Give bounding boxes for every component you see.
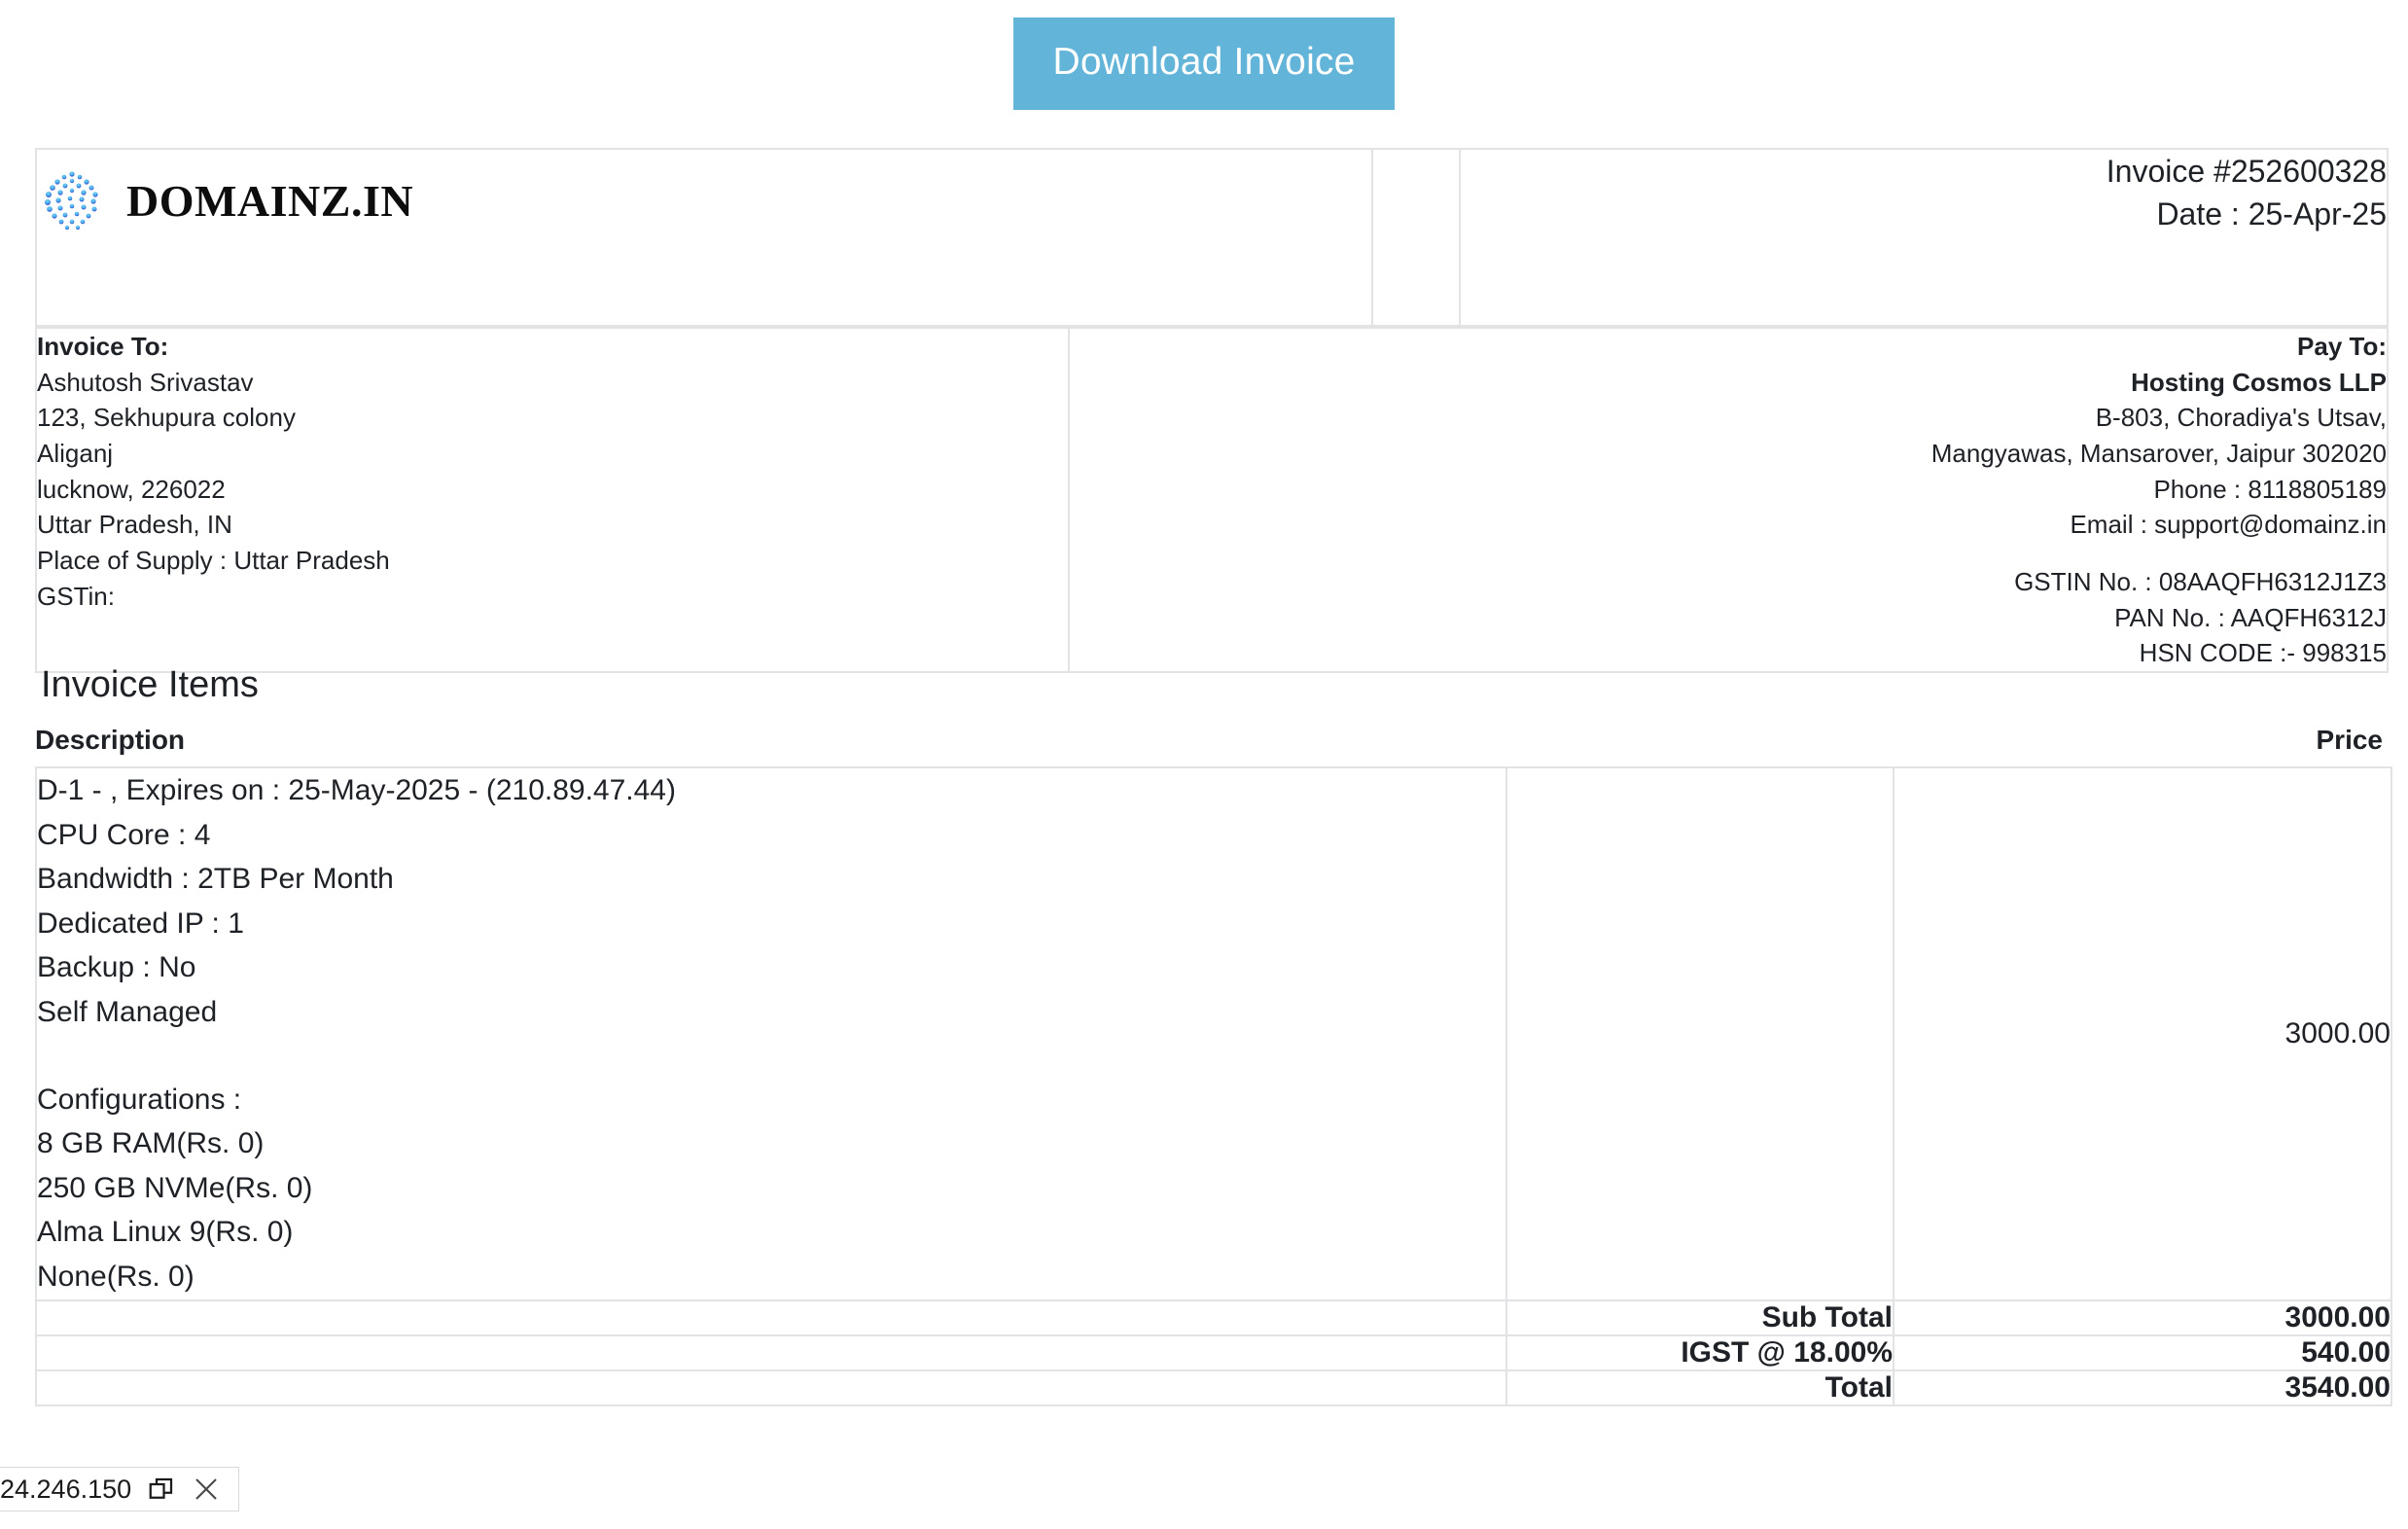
pay-to-cell: Pay To: Hosting Cosmos LLP B-803, Chorad… <box>1068 327 2389 673</box>
pay-to-pan: PAN No. : AAQFH6312J <box>2114 602 2387 632</box>
pay-to-hsn: HSN CODE :- 998315 <box>2139 638 2387 668</box>
browser-status-bar: 24.246.150 <box>0 1467 240 1511</box>
subtotal-blank-cell <box>35 1298 1506 1336</box>
invoice-to-line: Aliganj <box>37 438 114 468</box>
dotted-globe-icon <box>45 171 98 231</box>
configuration-line: None(Rs. 0) <box>37 1260 195 1293</box>
brand-logo: DOMAINZ.IN <box>37 150 1371 235</box>
brand-name: DOMAINZ.IN <box>126 175 414 226</box>
place-of-supply: Place of Supply : Uttar Pradesh <box>37 545 390 575</box>
table-row: D-1 - , Expires on : 25-May-2025 - (210.… <box>35 766 2392 1301</box>
item-description-cell: D-1 - , Expires on : 25-May-2025 - (210.… <box>35 766 1507 1301</box>
invoice-to-line: lucknow, 226022 <box>37 474 226 504</box>
configuration-line: Alma Linux 9(Rs. 0) <box>37 1216 294 1249</box>
total-label: Total <box>1505 1369 1895 1406</box>
item-line: CPU Core : 4 <box>37 818 211 851</box>
description-spacer <box>37 1035 1505 1078</box>
item-middle-cell <box>1505 766 1895 1301</box>
header-spacer-cell <box>1371 148 1461 327</box>
tax-blank-cell <box>35 1333 1506 1371</box>
invoice-to-line: 123, Sekhupura colony <box>37 403 296 433</box>
invoice-date: Date : 25-Apr-25 <box>2156 196 2387 232</box>
configuration-line: 8 GB RAM(Rs. 0) <box>37 1127 265 1160</box>
pay-to-company: Hosting Cosmos LLP <box>2131 367 2387 397</box>
column-header-price: Price <box>2316 725 2384 755</box>
address-row: Invoice To: Ashutosh Srivastav 123, Sekh… <box>35 327 2389 673</box>
pay-to-email: Email : support@domainz.in <box>2070 510 2387 540</box>
column-header-description: Description <box>35 725 186 755</box>
invoice-to-cell: Invoice To: Ashutosh Srivastav 123, Sekh… <box>35 327 1070 673</box>
invoice-to-line: Ashutosh Srivastav <box>37 367 254 397</box>
table-row: Sub Total 3000.00 <box>35 1298 2392 1336</box>
pay-to-phone: Phone : 8118805189 <box>2153 474 2387 504</box>
download-invoice-button[interactable]: Download Invoice <box>1013 17 1395 110</box>
brand-cell: DOMAINZ.IN <box>35 148 1373 327</box>
item-price-cell: 3000.00 <box>1893 766 2392 1301</box>
toolbar: Download Invoice <box>0 0 2408 148</box>
close-icon[interactable] <box>192 1475 221 1504</box>
tax-value: 540.00 <box>1893 1333 2392 1371</box>
invoice-header-row: DOMAINZ.IN Invoice #252600328 Date : 25-… <box>35 148 2389 327</box>
item-line: Backup : No <box>37 951 196 984</box>
total-blank-cell <box>35 1369 1506 1406</box>
pay-to-heading: Pay To: <box>2297 332 2387 361</box>
pay-to-address-line-1: B-803, Choradiya's Utsav, <box>2095 403 2387 433</box>
invoice-sheet: DOMAINZ.IN Invoice #252600328 Date : 25-… <box>35 148 2389 673</box>
invoice-items-table-wrap: D-1 - , Expires on : 25-May-2025 - (210.… <box>35 766 2392 1406</box>
invoice-meta-cell: Invoice #252600328 Date : 25-Apr-25 <box>1459 148 2389 327</box>
table-row: IGST @ 18.00% 540.00 <box>35 1333 2392 1371</box>
invoice-items-title: Invoice Items <box>41 664 259 705</box>
tax-label: IGST @ 18.00% <box>1505 1333 1895 1371</box>
subtotal-value: 3000.00 <box>1893 1298 2392 1336</box>
table-row: Total 3540.00 <box>35 1369 2392 1406</box>
status-bar-url: 24.246.150 <box>0 1474 132 1504</box>
pay-to-address-line-2: Mangyawas, Mansarover, Jaipur 302020 <box>1930 438 2387 468</box>
item-price: 3000.00 <box>2284 1016 2390 1049</box>
invoice-to-line: Uttar Pradesh, IN <box>37 510 232 540</box>
invoice-header-table: DOMAINZ.IN Invoice #252600328 Date : 25-… <box>35 148 2389 327</box>
invoice-items-table: D-1 - , Expires on : 25-May-2025 - (210.… <box>35 766 2392 1406</box>
subtotal-label: Sub Total <box>1505 1298 1895 1336</box>
item-line: D-1 - , Expires on : 25-May-2025 - (210.… <box>37 774 676 806</box>
invoice-to-heading: Invoice To: <box>37 332 169 361</box>
item-line: Bandwidth : 2TB Per Month <box>37 863 394 896</box>
item-line: Dedicated IP : 1 <box>37 907 244 940</box>
invoice-number: Invoice #252600328 <box>2106 154 2387 189</box>
invoice-address-table: Invoice To: Ashutosh Srivastav 123, Sekh… <box>35 327 2389 673</box>
items-column-headers: Description Price <box>35 725 2389 756</box>
restore-window-icon[interactable] <box>147 1475 176 1504</box>
address-spacer <box>1070 543 2387 564</box>
configuration-line: 250 GB NVMe(Rs. 0) <box>37 1171 313 1204</box>
pay-to-gstin: GSTIN No. : 08AAQFH6312J1Z3 <box>2014 566 2387 596</box>
item-line: Self Managed <box>37 995 218 1028</box>
customer-gstin: GSTin: <box>37 581 115 611</box>
total-value: 3540.00 <box>1893 1369 2392 1406</box>
configurations-heading: Configurations : <box>37 1083 242 1116</box>
